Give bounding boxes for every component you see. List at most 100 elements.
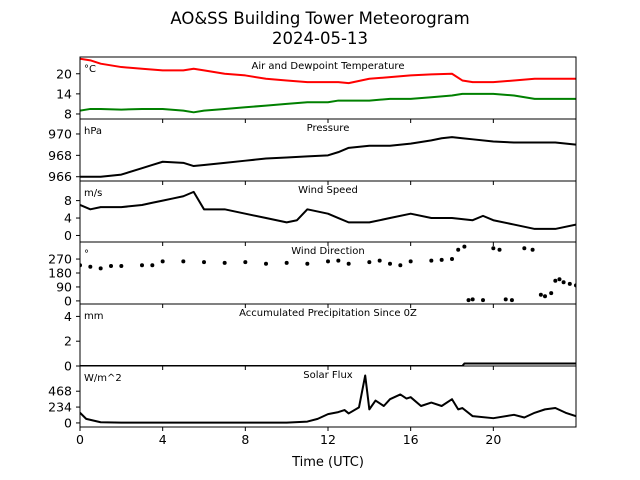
figure-title-line1: AO&SS Building Tower Meteorogram bbox=[170, 9, 469, 28]
data-point-wind_direction-8 bbox=[181, 259, 186, 264]
y-tick-label-solar-0: 0 bbox=[64, 415, 72, 430]
data-point-wind_direction-20 bbox=[388, 261, 392, 266]
y-tick-label-pressure-2: 970 bbox=[48, 126, 72, 141]
data-point-wind_direction-31 bbox=[491, 246, 496, 251]
data-point-wind_direction-22 bbox=[408, 259, 413, 264]
x-tick-label-0: 0 bbox=[76, 432, 84, 447]
data-point-wind_direction-11 bbox=[243, 260, 248, 265]
y-tick-label-wind_speed-2: 8 bbox=[64, 193, 72, 208]
series-line-precip-0 bbox=[80, 362, 576, 366]
data-point-wind_direction-1 bbox=[88, 264, 93, 269]
data-point-wind_direction-43 bbox=[567, 281, 572, 286]
data-point-wind_direction-18 bbox=[367, 260, 372, 265]
data-point-wind_direction-17 bbox=[346, 261, 351, 266]
data-point-wind_direction-37 bbox=[538, 292, 543, 297]
data-point-wind_direction-35 bbox=[522, 246, 527, 251]
panel-unit-temp: °C bbox=[84, 64, 96, 75]
data-point-wind_direction-26 bbox=[456, 247, 461, 252]
x-tick-label-4: 16 bbox=[403, 432, 419, 447]
panel-unit-wind_speed: m/s bbox=[84, 188, 102, 199]
panel-temp: Air and Dewpoint Temperature °C 8 14 20 bbox=[56, 56, 577, 123]
series-line-solar-0 bbox=[80, 374, 576, 424]
data-point-wind_direction-29 bbox=[470, 297, 475, 302]
y-tick-label-temp-2: 20 bbox=[56, 66, 72, 81]
data-point-wind_direction-25 bbox=[450, 257, 454, 262]
data-point-wind_direction-19 bbox=[377, 258, 382, 263]
data-point-wind_direction-36 bbox=[530, 247, 535, 252]
panel-title-wind_speed: Wind Speed bbox=[298, 185, 358, 196]
data-group-solar bbox=[80, 374, 576, 424]
x-tick-label-3: 12 bbox=[320, 432, 336, 447]
x-tick-label-2: 8 bbox=[241, 432, 249, 447]
series-line-pressure-0 bbox=[80, 136, 576, 178]
panel-wind_speed: Wind Speed m/s 0 4 8 bbox=[64, 180, 577, 246]
data-point-wind_direction-28 bbox=[466, 298, 471, 303]
y-tick-label-wind_direction-2: 180 bbox=[48, 266, 72, 281]
y-tick-label-solar-1: 234 bbox=[48, 400, 72, 415]
y-tick-label-wind_speed-1: 4 bbox=[64, 211, 72, 226]
series-line-temp-1 bbox=[80, 92, 576, 114]
panel-unit-precip: mm bbox=[84, 311, 103, 322]
data-point-wind_direction-10 bbox=[222, 260, 227, 265]
data-point-wind_direction-16 bbox=[336, 258, 341, 263]
panel-unit-pressure: hPa bbox=[84, 126, 102, 137]
data-point-wind_direction-12 bbox=[264, 261, 268, 266]
data-point-wind_direction-40 bbox=[553, 278, 558, 283]
y-tick-label-temp-0: 8 bbox=[64, 106, 72, 121]
data-group-temp bbox=[80, 57, 576, 114]
data-group-wind_direction bbox=[80, 244, 576, 303]
data-point-wind_direction-5 bbox=[140, 263, 144, 268]
data-point-wind_direction-23 bbox=[429, 258, 434, 263]
panel-title-temp: Air and Dewpoint Temperature bbox=[252, 61, 405, 72]
panel-unit-solar: W/m^2 bbox=[84, 373, 122, 384]
data-point-wind_direction-2 bbox=[98, 266, 103, 271]
panel-title-wind_direction: Wind Direction bbox=[291, 246, 365, 257]
data-group-pressure bbox=[80, 136, 576, 178]
data-point-wind_direction-39 bbox=[549, 291, 554, 296]
y-tick-label-pressure-0: 966 bbox=[48, 169, 72, 184]
data-group-precip bbox=[80, 362, 576, 366]
y-tick-label-wind_direction-0: 0 bbox=[64, 293, 72, 308]
data-point-wind_direction-24 bbox=[439, 257, 444, 262]
data-point-wind_direction-38 bbox=[543, 294, 547, 299]
data-point-wind_direction-30 bbox=[481, 298, 485, 303]
x-axis-label: Time (UTC) bbox=[291, 455, 364, 470]
data-point-wind_direction-32 bbox=[497, 247, 502, 252]
data-point-wind_direction-9 bbox=[202, 260, 206, 265]
panels-group: Air and Dewpoint Temperature°C81420Press… bbox=[48, 56, 577, 447]
data-point-wind_direction-15 bbox=[326, 259, 330, 264]
data-point-wind_direction-3 bbox=[109, 264, 113, 269]
y-tick-label-precip-1: 2 bbox=[64, 334, 72, 349]
panel-precip: Accumulated Precipitation Since 0Z mm 0 2 4 bbox=[64, 303, 577, 374]
data-point-wind_direction-6 bbox=[150, 263, 155, 268]
y-tick-label-solar-2: 468 bbox=[48, 384, 72, 399]
data-group-wind_speed bbox=[80, 190, 576, 230]
x-tick-label-5: 20 bbox=[485, 432, 501, 447]
panel-title-precip: Accumulated Precipitation Since 0Z bbox=[239, 308, 417, 319]
data-point-wind_direction-7 bbox=[160, 259, 165, 264]
panel-unit-wind_direction: ° bbox=[84, 249, 89, 260]
y-tick-label-pressure-1: 968 bbox=[48, 148, 72, 163]
data-point-wind_direction-27 bbox=[462, 244, 467, 249]
data-point-wind_direction-41 bbox=[557, 277, 562, 282]
series-line-wind_speed-0 bbox=[80, 190, 576, 230]
data-point-wind_direction-34 bbox=[509, 298, 514, 303]
data-point-wind_direction-42 bbox=[561, 280, 566, 285]
y-tick-label-wind_direction-1: 90 bbox=[56, 279, 72, 294]
panel-title-pressure: Pressure bbox=[307, 123, 350, 134]
data-point-wind_direction-14 bbox=[305, 261, 310, 266]
y-tick-label-wind_speed-0: 0 bbox=[64, 228, 72, 243]
y-tick-label-wind_direction-3: 270 bbox=[48, 252, 72, 267]
data-point-wind_direction-13 bbox=[284, 260, 289, 265]
panel-title-solar: Solar Flux bbox=[303, 370, 353, 381]
data-point-wind_direction-33 bbox=[503, 297, 508, 302]
y-tick-label-precip-0: 0 bbox=[64, 359, 72, 374]
series-line-temp-0 bbox=[80, 57, 576, 85]
figure-title-line2: 2024-05-13 bbox=[272, 29, 368, 48]
data-point-wind_direction-21 bbox=[398, 263, 403, 268]
y-tick-label-precip-2: 4 bbox=[64, 309, 72, 324]
y-tick-label-temp-1: 14 bbox=[56, 86, 72, 101]
